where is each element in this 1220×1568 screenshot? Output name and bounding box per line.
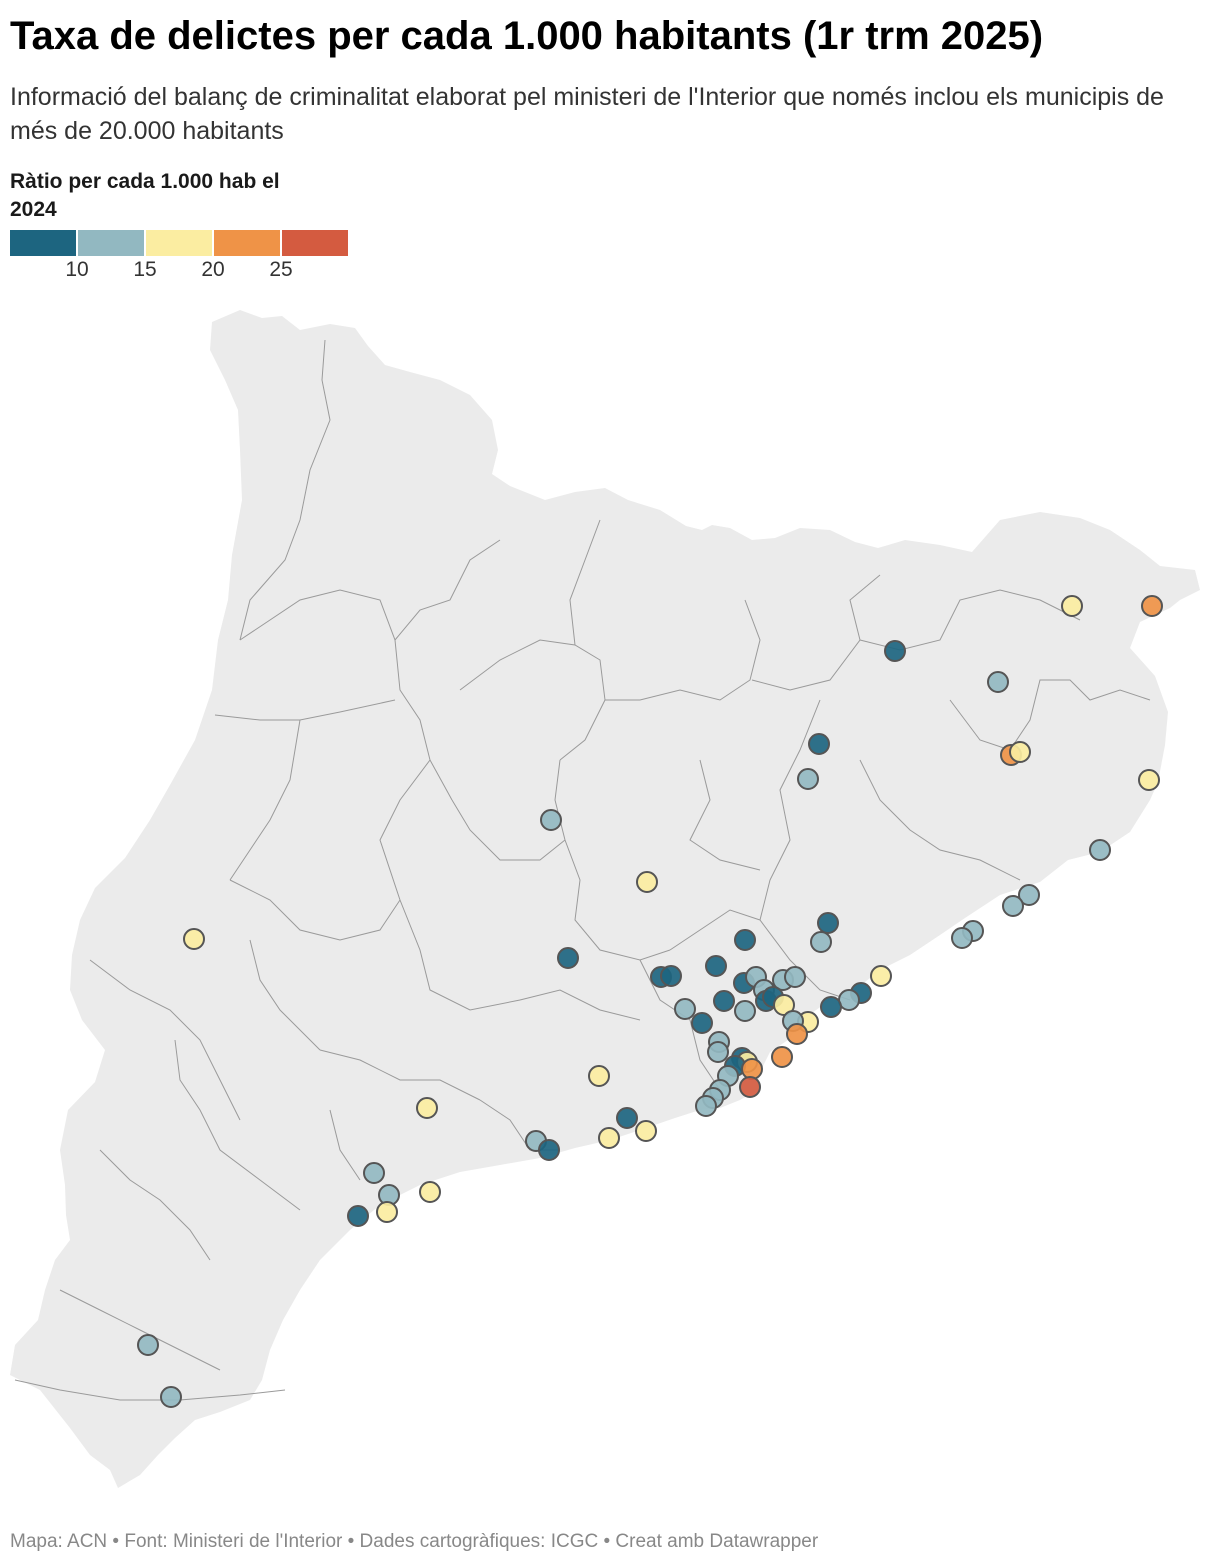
municipality-marker[interactable] [810,931,832,953]
comarca-border [605,599,761,701]
municipality-marker[interactable] [1089,839,1111,861]
legend-color-bar [10,230,350,258]
municipality-marker[interactable] [557,947,579,969]
municipality-marker[interactable] [635,1120,657,1142]
municipality-marker[interactable] [951,927,973,949]
comarca-border [59,1289,221,1371]
comarca-border [689,759,761,871]
municipality-marker[interactable] [713,990,735,1012]
legend-ticks: 10 15 20 25 [10,258,350,286]
catalonia-map[interactable] [0,300,1220,1520]
comarca-border [229,879,401,941]
municipality-marker[interactable] [884,640,906,662]
comarca-border [569,519,601,646]
municipality-marker[interactable] [137,1334,159,1356]
municipality-marker[interactable] [870,965,892,987]
comarca-border [751,574,881,691]
comarca-border [459,639,606,761]
legend-swatch-3 [146,230,212,256]
comarca-border [399,899,521,1011]
legend-swatch-4 [214,230,280,256]
color-legend: Ràtio per cada 1.000 hab el 2024 10 15 2… [10,168,350,286]
comarca-border [554,759,671,961]
municipality-marker[interactable] [674,998,696,1020]
legend-tick: 15 [133,258,157,281]
comarca-border [14,1379,286,1401]
legend-tick: 20 [201,258,225,281]
legend-swatch-5 [282,230,348,256]
footer-credits: Mapa: ACN • Font: Ministeri de l'Interio… [10,1531,819,1552]
municipality-marker[interactable] [1018,884,1040,906]
comarca-border [329,1109,361,1181]
comarca-border [249,939,321,1051]
municipality-marker[interactable] [636,871,658,893]
municipality-marker[interactable] [538,1139,560,1161]
comarca-border [451,799,566,861]
comarca-border [859,759,1021,881]
comarca-border [519,989,641,1021]
municipality-marker[interactable] [660,965,682,987]
municipality-marker[interactable] [987,671,1009,693]
comarca-border [394,539,501,641]
municipality-marker[interactable] [183,928,205,950]
legend-tick: 10 [65,258,89,281]
legend-swatch-2 [78,230,144,256]
comarca-border [379,759,431,901]
municipality-marker[interactable] [1138,769,1160,791]
municipality-marker[interactable] [707,1041,729,1063]
municipality-marker[interactable] [734,929,756,951]
municipality-marker[interactable] [820,996,842,1018]
municipality-marker[interactable] [691,1012,713,1034]
municipality-marker[interactable] [705,955,727,977]
municipality-marker[interactable] [540,809,562,831]
municipality-markers[interactable] [137,595,1163,1408]
municipality-marker[interactable] [741,1058,763,1080]
municipality-marker[interactable] [347,1205,369,1227]
municipality-marker[interactable] [416,1097,438,1119]
legend-title: Ràtio per cada 1.000 hab el 2024 [10,170,280,221]
comarca-border [949,679,1151,751]
municipality-marker[interactable] [1009,741,1031,763]
municipality-marker[interactable] [1061,595,1083,617]
comarca-border [639,959,721,1091]
municipality-marker[interactable] [695,1095,717,1117]
legend-tick: 25 [269,258,293,281]
comarca-border [239,339,331,641]
catalonia-land [10,310,1200,1488]
comarca-border [89,959,241,1121]
municipality-marker[interactable] [598,1127,620,1149]
municipality-marker[interactable] [771,1046,793,1068]
comarca-border [99,1149,211,1261]
municipality-marker[interactable] [734,1000,756,1022]
municipality-marker[interactable] [817,912,839,934]
comarca-border [229,719,301,881]
legend-swatch-1 [10,230,76,256]
municipality-marker[interactable] [808,733,830,755]
comarca-borders [14,339,1151,1401]
comarca-border [319,1049,481,1101]
map-subtitle: Informació del balanç de criminalitat el… [10,83,1164,145]
municipality-marker[interactable] [739,1076,761,1098]
municipality-marker[interactable] [1002,895,1024,917]
municipality-marker[interactable] [616,1107,638,1129]
comarca-border [759,699,821,921]
municipality-marker[interactable] [376,1201,398,1223]
municipality-marker[interactable] [588,1065,610,1087]
municipality-marker[interactable] [363,1162,385,1184]
comarca-border [669,909,761,951]
municipality-marker[interactable] [160,1386,182,1408]
municipality-marker[interactable] [784,966,806,988]
map-title: Taxa de delictes per cada 1.000 habitant… [10,14,1044,58]
municipality-marker[interactable] [1141,595,1163,617]
municipality-marker[interactable] [786,1023,808,1045]
comarca-border [174,1039,301,1211]
municipality-marker[interactable] [419,1181,441,1203]
municipality-marker[interactable] [797,768,819,790]
